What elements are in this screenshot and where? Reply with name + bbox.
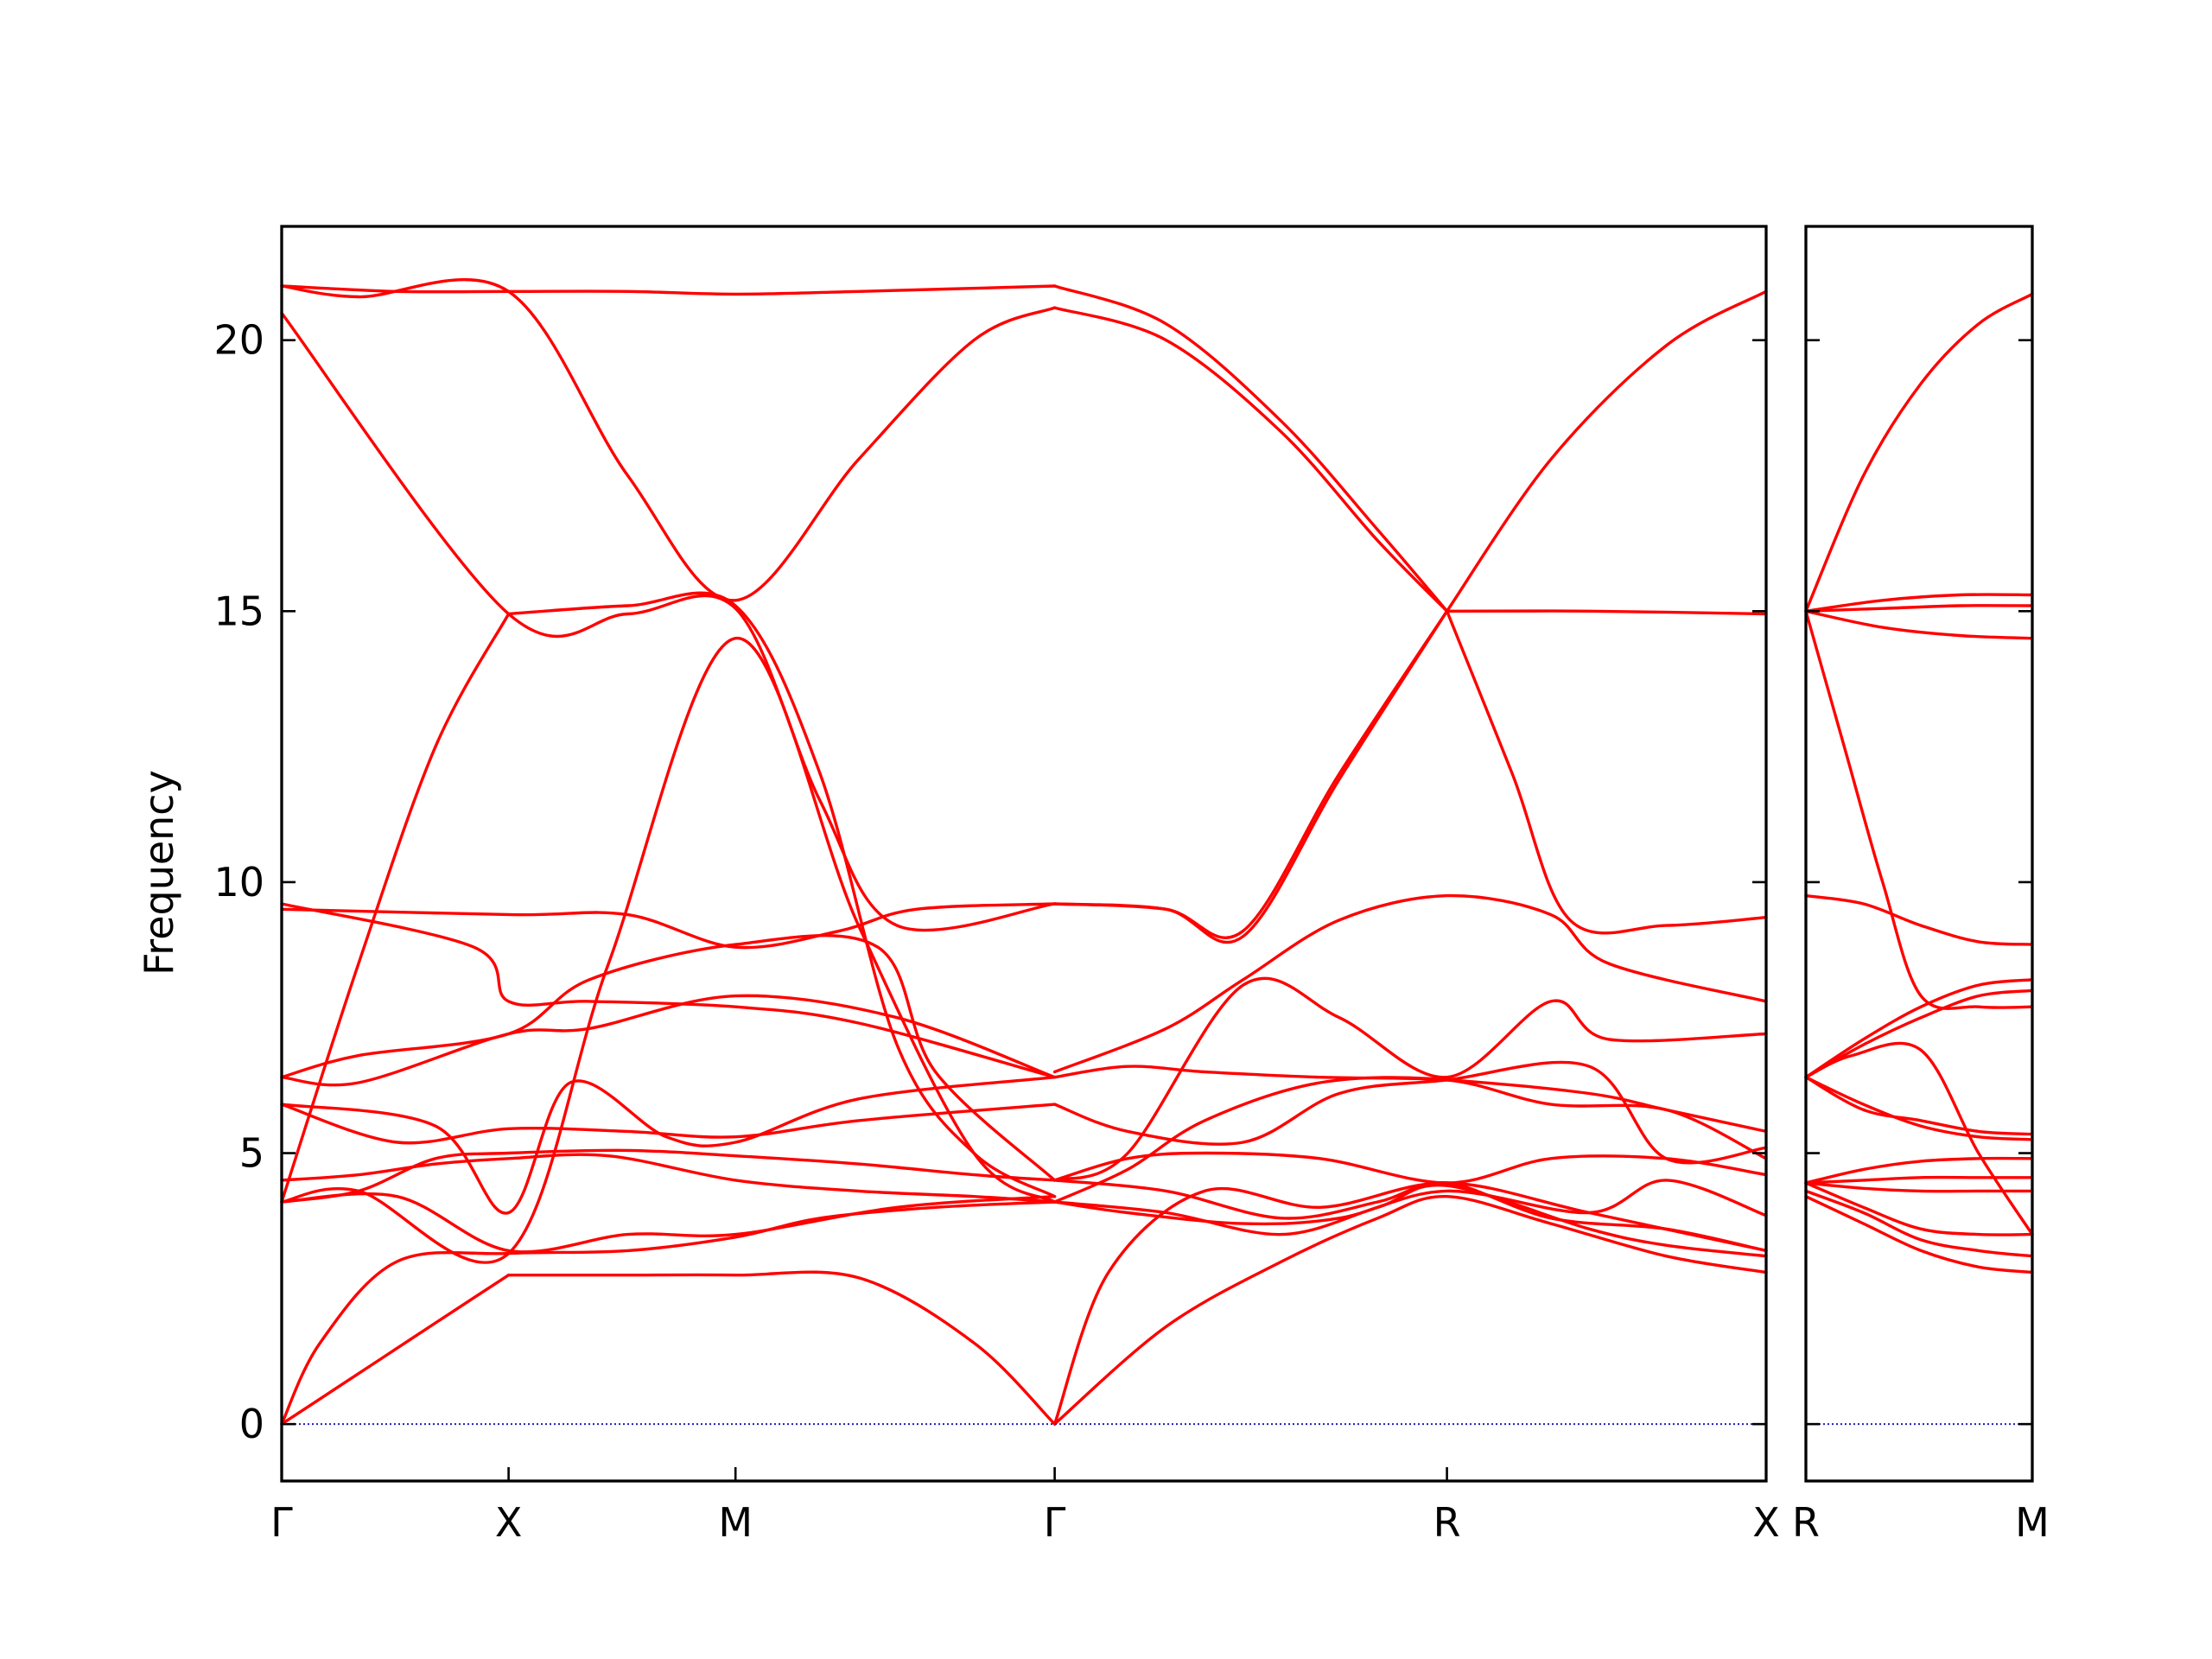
- panel-main-band-3: [280, 1200, 1057, 1426]
- panel-main-band-24: [1445, 609, 1768, 935]
- panel-main-band-25: [1445, 609, 1768, 616]
- panel-main-band-32: [1052, 1151, 1768, 1185]
- panel-main-band-11: [280, 994, 1057, 1087]
- panel-side-band-10: [1804, 1076, 2034, 1141]
- panel-main-band-14: [280, 933, 1057, 1182]
- panel-main-band-28: [1052, 893, 1768, 1074]
- panel-main-band-1: [280, 1274, 511, 1426]
- panel-side-bands: [1804, 292, 2034, 1274]
- panel-main-xtick-label-1: Γ: [270, 1499, 293, 1546]
- ytick-label-5: 5: [239, 1130, 264, 1177]
- panel-side-band-11: [1804, 1076, 2034, 1136]
- panel-main-band-30: [1052, 1060, 1768, 1165]
- panel-main-band-16: [506, 591, 1057, 1198]
- panel-main-frame: [280, 225, 1768, 1483]
- ytick-label-0: 0: [239, 1401, 264, 1447]
- panel-main-band-2: [506, 1270, 1057, 1426]
- panel-main-band-7: [280, 1153, 1057, 1204]
- panel-main-band-26: [1052, 609, 1449, 939]
- panel-side-band-7: [1804, 988, 2034, 1079]
- panel-side-band-17: [1804, 1195, 2034, 1274]
- panel-main-band-35: [1052, 1183, 1768, 1258]
- panel-main-band-31: [1052, 1065, 1768, 1134]
- panel-main: Γ X M Γ R X 0 5 10 15 20: [213, 225, 1780, 1546]
- panel-main-band-15: [280, 311, 1057, 932]
- y-axis-ticklabels: 0 5 10 15 20: [213, 317, 264, 1447]
- ytick-label-10: 10: [213, 859, 264, 906]
- panel-main-xtick-label-2: X: [495, 1499, 523, 1546]
- panel-main-band-21: [1052, 284, 1449, 613]
- panel-main-band-27: [1052, 609, 1449, 944]
- panel-side-xtick-label-2: M: [2015, 1499, 2050, 1546]
- panel-side-band-5: [1804, 609, 2034, 1010]
- panel-main-xtick-label-3: M: [718, 1499, 753, 1546]
- panel-main-band-23: [1445, 289, 1768, 613]
- ytick-label-20: 20: [213, 317, 264, 364]
- panel-side-band-14: [1804, 1181, 2034, 1193]
- panel-side-band-2: [1804, 593, 2034, 613]
- panel-side-band-1: [1804, 292, 2034, 613]
- panel-main-bands: [280, 277, 1768, 1426]
- panel-main-ticks: [280, 339, 1768, 1481]
- panel-main-band-4: [1052, 1194, 1768, 1426]
- panel-main-band-18: [280, 277, 1057, 602]
- panel-main-band-8: [280, 1192, 1057, 1254]
- panel-main-xtick-label-4: Γ: [1044, 1499, 1066, 1546]
- panel-main-band-13: [280, 902, 1057, 950]
- panel-main-xtick-label-6: X: [1752, 1499, 1780, 1546]
- panel-main-band-10: [280, 1076, 1057, 1215]
- panel-side-band-8: [1804, 978, 2034, 1079]
- panel-main-xtick-label-5: R: [1433, 1499, 1461, 1546]
- panel-main-band-6: [280, 1148, 1057, 1204]
- panel-side-band-16: [1804, 1189, 2034, 1258]
- panel-side-band-3: [1804, 604, 2034, 613]
- panel-side-frame: [1804, 225, 2034, 1483]
- y-axis-label: Frequency: [136, 770, 182, 976]
- panel-main-band-19: [280, 612, 511, 1204]
- panel-main-band-36: [1052, 1179, 1768, 1253]
- panel-main-band-22: [1052, 306, 1449, 613]
- panel-side-band-15: [1804, 1181, 2034, 1236]
- panel-main-band-20: [280, 636, 1057, 1264]
- panel-side-ticks: [1804, 339, 2034, 1481]
- panel-main-band-5: [1052, 1181, 1768, 1426]
- panel-side-band-12: [1804, 1156, 2034, 1185]
- panel-main-band-29: [1052, 976, 1768, 1182]
- panel-side-band-4: [1804, 609, 2034, 640]
- panel-main-band-33: [1052, 1076, 1768, 1204]
- panel-side-band-6: [1804, 893, 2034, 946]
- ytick-label-15: 15: [213, 588, 264, 634]
- panel-side-band-13: [1804, 1175, 2034, 1185]
- panel-side-xtick-label-1: R: [1792, 1499, 1820, 1546]
- panel-main-band-34: [1052, 1179, 1768, 1226]
- panel-main-band-12: [280, 902, 1057, 1079]
- panel-side-band-9: [1804, 1041, 2034, 1236]
- panel-main-band-9: [280, 1103, 1057, 1145]
